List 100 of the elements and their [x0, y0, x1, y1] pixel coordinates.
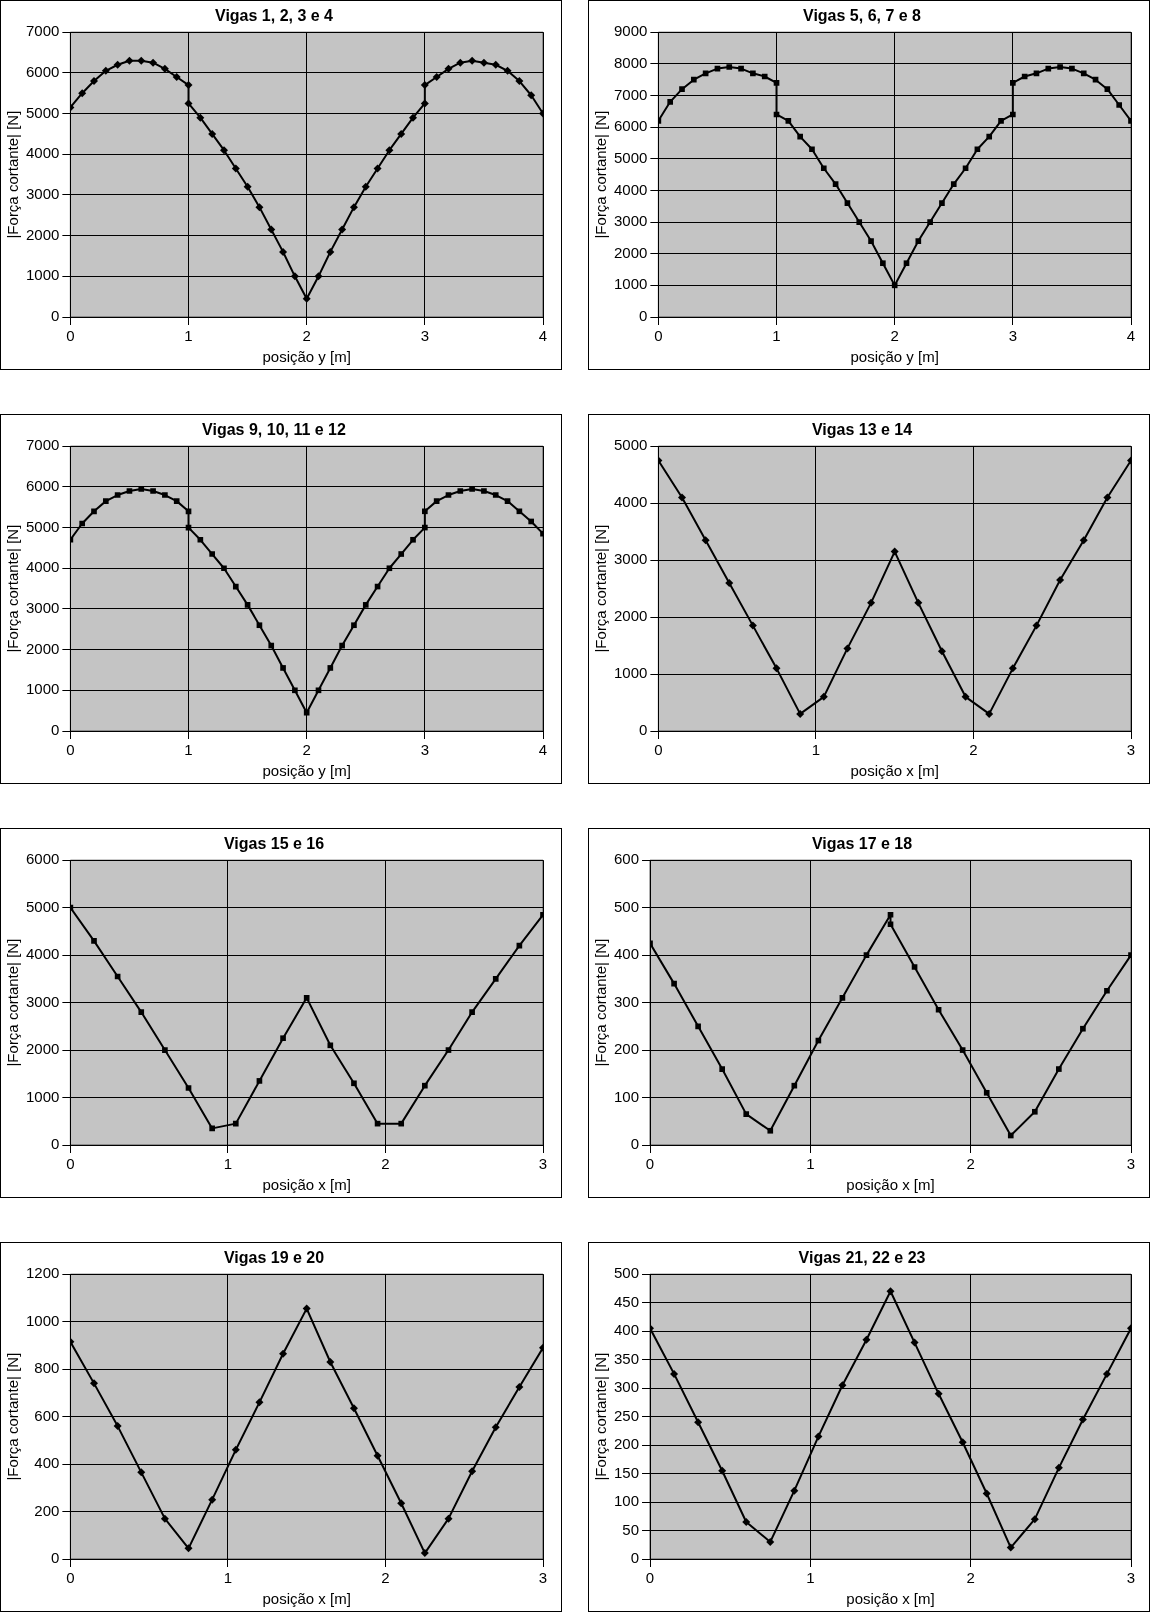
- y-tick-label: 2000: [25, 1040, 60, 1058]
- x-tick-label: 3: [1008, 327, 1018, 345]
- point: [890, 547, 899, 556]
- y-tick-label: 3000: [25, 992, 60, 1010]
- point: [422, 508, 428, 515]
- point: [456, 58, 465, 67]
- point: [1116, 102, 1123, 108]
- point: [867, 598, 876, 607]
- point: [420, 99, 429, 108]
- y-tick-label: 0: [630, 1135, 640, 1153]
- point: [701, 536, 710, 545]
- point: [444, 1514, 453, 1523]
- point: [785, 117, 792, 124]
- point: [1104, 987, 1110, 994]
- x-axis-title: posição x [m]: [846, 1176, 935, 1194]
- point: [351, 1080, 357, 1087]
- point: [910, 1338, 919, 1347]
- point: [409, 113, 418, 122]
- point: [1057, 64, 1063, 70]
- point: [719, 1066, 725, 1072]
- y-tick-label: 600: [614, 850, 640, 868]
- point: [515, 1382, 524, 1391]
- point: [327, 1042, 334, 1049]
- point: [172, 72, 181, 81]
- point: [838, 1381, 847, 1390]
- x-tick-label: 1: [184, 741, 193, 759]
- point: [1103, 493, 1112, 502]
- point: [1080, 70, 1087, 77]
- x-tick-label: 2: [969, 741, 978, 759]
- point: [481, 488, 487, 494]
- y-tick-label: 4000: [613, 180, 648, 198]
- point: [985, 709, 994, 718]
- x-axis-title: posição y [m]: [262, 762, 351, 780]
- y-tick-label: 0: [51, 721, 60, 739]
- x-axis-title: posição y [m]: [262, 348, 351, 366]
- point: [162, 1047, 168, 1053]
- point: [738, 65, 744, 72]
- point: [256, 1078, 263, 1084]
- point: [162, 492, 168, 498]
- point: [934, 1389, 943, 1398]
- x-axis-title: posição x [m]: [850, 762, 939, 780]
- x-tick-label: 3: [420, 327, 430, 345]
- point: [221, 565, 227, 572]
- point: [880, 260, 886, 267]
- point: [503, 66, 512, 75]
- y-tick-label: 3000: [25, 599, 60, 617]
- point: [527, 91, 536, 100]
- chart-title: Vigas 21, 22 e 23: [798, 1249, 926, 1267]
- x-tick-label: 1: [806, 1155, 815, 1173]
- y-tick-label: 4000: [25, 945, 60, 963]
- point: [445, 1047, 452, 1053]
- point: [303, 709, 310, 716]
- point: [457, 488, 464, 494]
- point: [766, 1537, 775, 1546]
- point: [1056, 576, 1065, 585]
- point: [432, 72, 441, 81]
- point: [361, 182, 370, 191]
- y-tick-label: 4000: [613, 493, 648, 511]
- x-tick-label: 0: [66, 1569, 75, 1587]
- x-tick-label: 2: [302, 741, 311, 759]
- point: [750, 70, 756, 77]
- point: [149, 58, 158, 67]
- point: [1080, 1025, 1086, 1032]
- point: [1010, 111, 1016, 118]
- y-tick-label: 2000: [25, 225, 60, 243]
- point: [244, 602, 251, 608]
- x-tick-label: 2: [966, 1569, 975, 1587]
- point: [209, 1125, 215, 1132]
- point: [339, 642, 345, 649]
- point: [114, 492, 121, 498]
- y-tick-label: 300: [614, 992, 640, 1010]
- x-tick-label: 0: [66, 1155, 75, 1173]
- y-axis-title: |Força cortante| [N]: [592, 524, 610, 653]
- point: [767, 1127, 774, 1134]
- point: [791, 1082, 798, 1089]
- point: [232, 583, 239, 590]
- y-tick-label: 600: [34, 1406, 60, 1424]
- point: [256, 622, 263, 629]
- point: [887, 911, 894, 918]
- point: [173, 498, 180, 504]
- point: [667, 98, 674, 105]
- x-tick-label: 1: [184, 327, 193, 345]
- point: [790, 1486, 799, 1495]
- point: [398, 551, 405, 557]
- y-tick-label: 3000: [613, 550, 648, 568]
- point: [315, 687, 322, 694]
- y-tick-label: 800: [34, 1359, 60, 1377]
- point: [528, 518, 535, 525]
- y-tick-label: 400: [614, 945, 640, 963]
- y-tick-label: 1000: [25, 1087, 60, 1105]
- point: [91, 938, 97, 944]
- point: [137, 56, 146, 65]
- point: [138, 486, 145, 492]
- y-axis-title: |Força cortante| [N]: [4, 938, 22, 1067]
- y-tick-label: 6000: [613, 117, 648, 135]
- point: [856, 219, 863, 225]
- point: [844, 200, 851, 206]
- point: [302, 1304, 311, 1313]
- x-tick-label: 2: [381, 1569, 390, 1587]
- point: [1031, 1108, 1038, 1115]
